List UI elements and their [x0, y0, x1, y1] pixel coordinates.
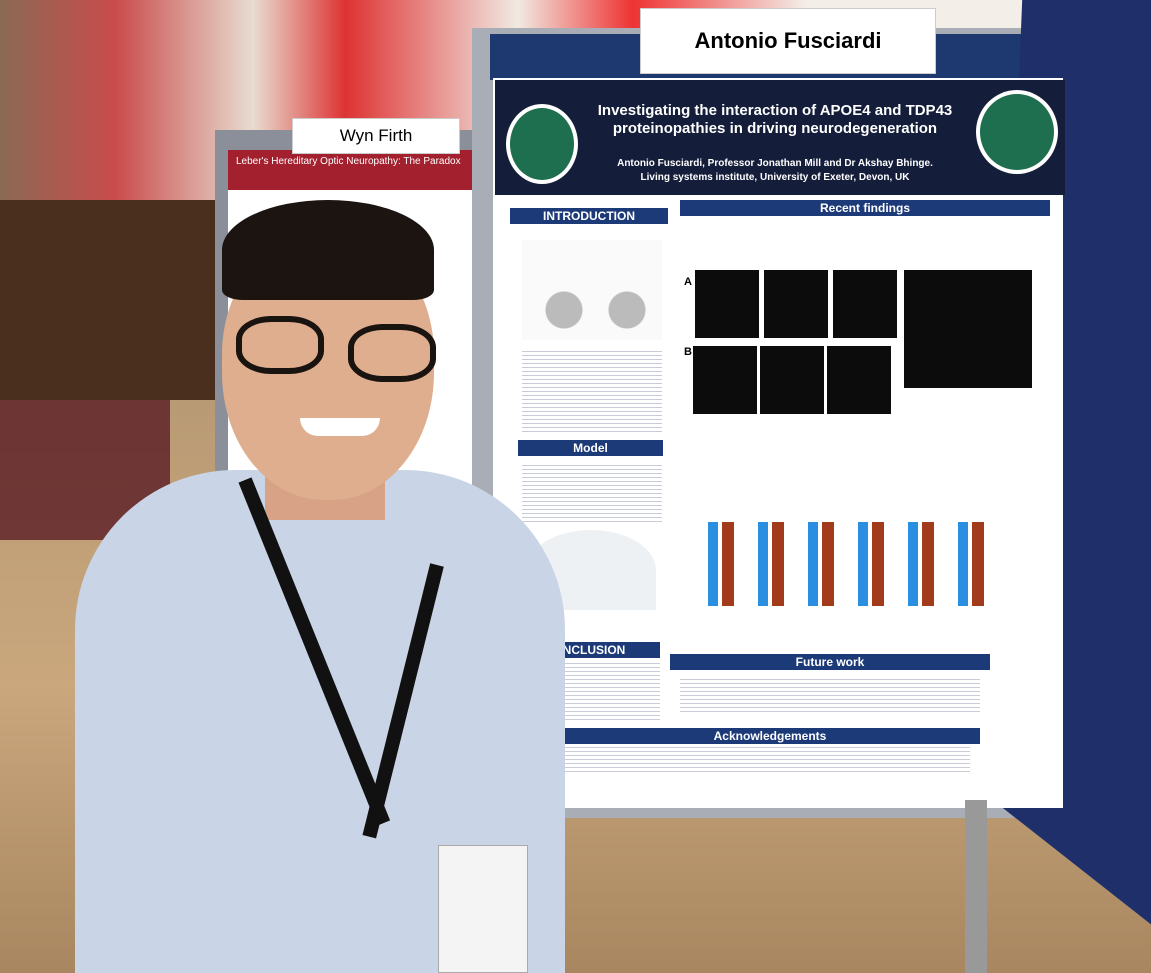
glasses — [348, 324, 436, 382]
left-poster-title: Leber's Hereditary Optic Neuropathy: The… — [228, 150, 478, 190]
micrograph — [693, 346, 757, 414]
intro-figure — [522, 240, 662, 340]
logo-left — [506, 104, 578, 184]
section-header: Future work — [670, 654, 990, 670]
hair — [222, 200, 434, 300]
main-sign: Antonio Fusciardi — [640, 8, 936, 74]
section-header: Model — [518, 440, 663, 456]
micrograph — [760, 346, 824, 414]
section-header: INTRODUCTION — [510, 208, 668, 224]
poster-banner — [495, 80, 1065, 195]
section-header: Recent findings — [680, 200, 1050, 216]
micrograph — [764, 270, 828, 338]
board-leg — [965, 800, 987, 973]
micrograph — [827, 346, 891, 414]
poster-affiliation: Living systems institute, University of … — [640, 172, 910, 183]
micrograph — [833, 270, 897, 338]
badge — [438, 845, 528, 973]
glasses — [236, 316, 324, 374]
model-text — [522, 462, 662, 522]
poster-title: Investigating the interaction of APOE4 a… — [597, 102, 953, 137]
micrograph — [695, 270, 759, 338]
ack-text — [560, 744, 970, 774]
section-header: Acknowledgements — [560, 728, 980, 744]
panel-label: A — [684, 276, 692, 288]
smile — [300, 418, 380, 436]
bar-figure — [700, 486, 1000, 606]
left-sign: Wyn Firth — [292, 118, 460, 154]
micrograph — [904, 270, 1032, 388]
intro-text — [522, 348, 662, 434]
logo-right — [976, 90, 1058, 174]
panel-label: B — [684, 346, 692, 358]
conclusion-text — [560, 660, 660, 720]
poster-authors: Antonio Fusciardi, Professor Jonathan Mi… — [617, 158, 933, 169]
future-text — [680, 676, 980, 712]
